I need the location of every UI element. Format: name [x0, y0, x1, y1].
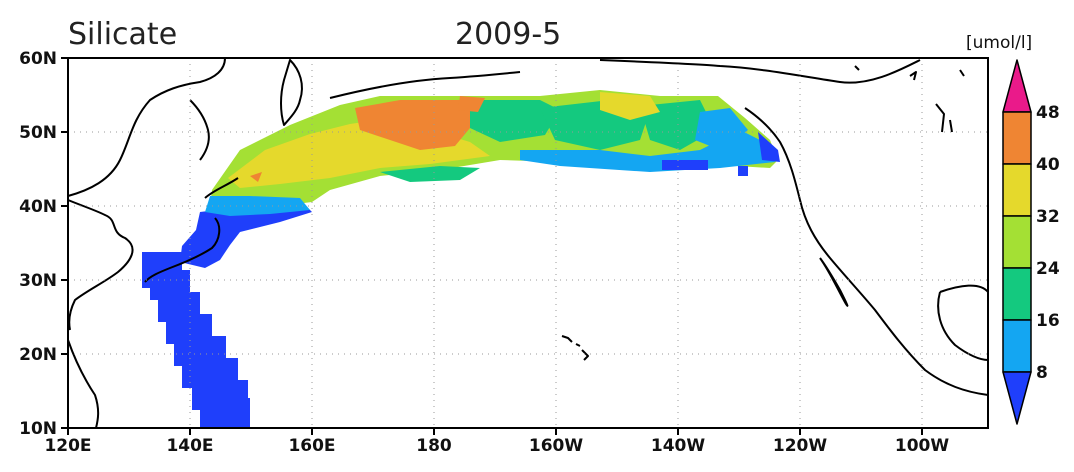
- colorbar-segment: [1002, 111, 1032, 165]
- lon-label: 140W: [651, 436, 705, 456]
- colorbar-label: 8: [1036, 363, 1048, 383]
- colorbar-label: 32: [1036, 207, 1060, 227]
- lat-label: 10N: [19, 419, 57, 439]
- period-title: 2009-5: [455, 17, 561, 52]
- lon-label: 160E: [288, 436, 335, 456]
- colorbar-label: 24: [1036, 259, 1060, 279]
- silicate-field: [142, 90, 780, 428]
- colorbar-segment: [1002, 319, 1032, 373]
- lon-label: 140E: [166, 436, 213, 456]
- colorbar-segment: [1002, 215, 1032, 269]
- lon-label: 120E: [44, 436, 91, 456]
- colorbar-top-arrow: [1002, 59, 1032, 113]
- western-strip: [142, 200, 312, 428]
- lat-label: 30N: [19, 271, 57, 291]
- colorbar-unit: [umol/l]: [966, 33, 1032, 53]
- lat-label: 20N: [19, 345, 57, 365]
- map-frame: [67, 57, 989, 429]
- lon-label: 100W: [895, 436, 949, 456]
- colorbar-labels: 48 40 32 24 16 8: [1036, 103, 1060, 383]
- longitude-labels: 120E 140E 160E 180 160W 140W 120W 100W: [44, 436, 949, 456]
- colorbar-segment: [1002, 267, 1032, 321]
- colorbar-bottom-arrow: [1002, 371, 1032, 425]
- band-light-blue: [205, 108, 775, 216]
- colorbar: [1002, 59, 1032, 425]
- colorbar-label: 16: [1036, 311, 1060, 331]
- band-orange: [250, 96, 485, 182]
- colorbar-label: 48: [1036, 103, 1060, 123]
- lon-label: 180: [416, 436, 452, 456]
- band-deep-blue-patches: [662, 132, 780, 176]
- latitude-labels: 60N 50N 40N 30N 20N 10N: [19, 49, 57, 439]
- lat-label: 60N: [19, 49, 57, 69]
- variable-title: Silicate: [68, 17, 177, 52]
- lat-label: 50N: [19, 123, 57, 143]
- coastlines: [67, 57, 989, 429]
- lon-label: 160W: [529, 436, 583, 456]
- colorbar-label: 40: [1036, 155, 1060, 175]
- lat-label: 40N: [19, 197, 57, 217]
- lon-label: 120W: [773, 436, 827, 456]
- axis-ticks: [61, 57, 923, 435]
- colorbar-segment: [1002, 163, 1032, 217]
